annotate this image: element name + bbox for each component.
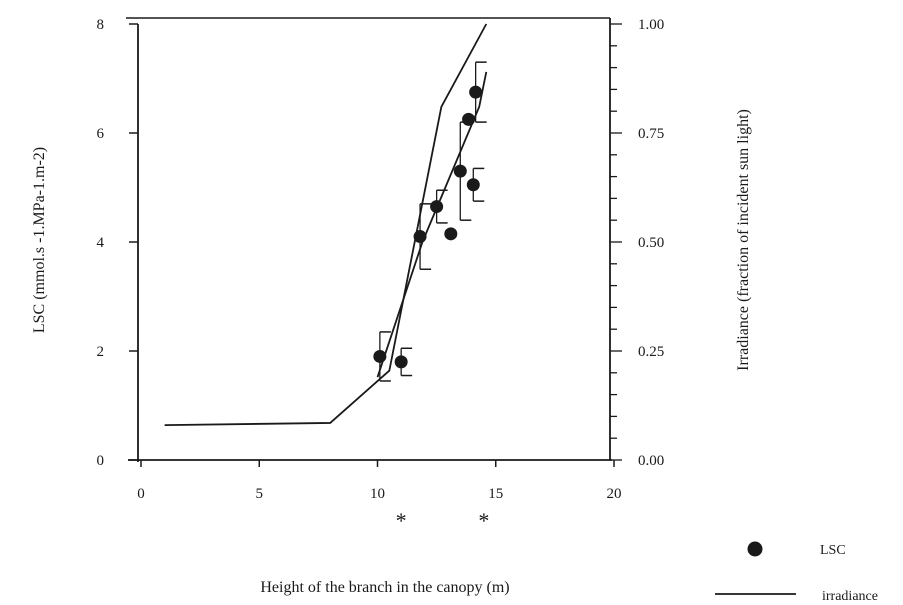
legend-irradiance-label: irradiance <box>822 589 878 604</box>
x-axis-ticks: 0 5 10 15 20 <box>137 460 622 502</box>
y-right-axis-title: Irradiance (fraction of incident sun lig… <box>735 109 752 371</box>
y-left-axis-ticks: 0 2 4 6 8 <box>97 17 138 469</box>
y-right-tick-label: 0.25 <box>638 344 664 360</box>
y-right-tick-label: 0.75 <box>638 126 664 142</box>
x-axis-title: Height of the branch in the canopy (m) <box>260 579 509 596</box>
significance-star: * <box>478 508 489 533</box>
legend: LSC irradiance <box>715 541 878 604</box>
lsc-point <box>444 227 458 241</box>
legend-lsc-label: LSC <box>820 543 846 558</box>
y-left-tick-label: 2 <box>97 344 105 360</box>
y-left-tick-label: 6 <box>97 126 105 142</box>
lsc-point <box>469 85 483 99</box>
lsc-series <box>373 85 483 369</box>
legend-lsc-marker <box>747 541 763 557</box>
lsc-point <box>466 178 480 192</box>
y-left-tick-label: 0 <box>97 453 105 469</box>
lsc-point <box>373 349 387 363</box>
irradiance-series <box>164 23 488 427</box>
lsc-point <box>453 164 467 178</box>
y-right-tick-label: 1.00 <box>638 17 664 33</box>
irradiance-line <box>164 23 488 427</box>
x-tick-label: 0 <box>137 486 145 502</box>
y-right-tick-label: 0.50 <box>638 235 664 251</box>
x-tick-label: 20 <box>607 486 622 502</box>
significance-star: * <box>396 508 407 533</box>
x-tick-label: 5 <box>256 486 264 502</box>
lsc-point <box>413 230 427 244</box>
y-right-tick-label: 0.00 <box>638 453 664 469</box>
irradiance-line <box>376 71 488 378</box>
lsc-point <box>430 200 444 214</box>
y-left-tick-label: 8 <box>97 17 105 33</box>
y-left-tick-label: 4 <box>97 235 105 251</box>
significance-markers: * * <box>396 508 490 533</box>
x-tick-label: 10 <box>370 486 385 502</box>
lsc-point <box>462 112 476 126</box>
x-tick-label: 15 <box>488 486 503 502</box>
y-left-axis-title: LSC (mmol.s -1.MPa-1.m-2) <box>31 147 48 333</box>
lsc-point <box>394 355 408 369</box>
y-right-axis-ticks: 0.00 0.25 0.50 0.75 1.00 <box>610 17 664 469</box>
